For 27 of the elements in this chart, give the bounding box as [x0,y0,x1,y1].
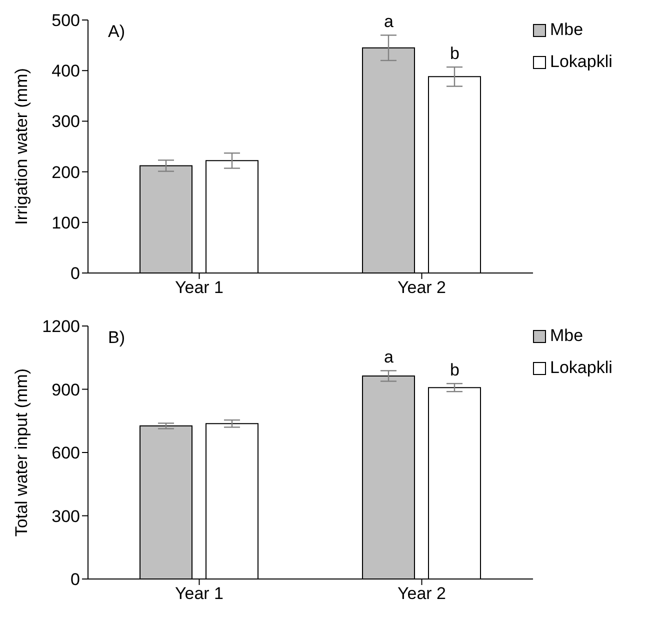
x-tick-label: Year 2 [397,584,446,604]
x-tick-label: Year 1 [174,584,224,604]
y-tick-label: 300 [52,112,80,132]
y-axis-title: Total water input (mm) [12,368,32,537]
y-tick-label: 600 [52,444,80,463]
legend-label: Mbe [550,20,584,40]
legend-label: Lokapkli [550,358,612,378]
annotation: a [384,348,394,367]
x-tick-label: Year 1 [174,278,224,298]
annotation: b [450,360,460,380]
y-tick-label: 200 [52,162,80,182]
y-tick-label: 400 [52,62,80,81]
y-tick-label: 900 [52,380,80,400]
y-tick-label: 300 [52,506,80,526]
y-axis-title: Irrigation water (mm) [12,68,32,225]
annotation: b [450,44,460,64]
legend-label: Mbe [550,326,584,346]
y-tick-label: 0 [70,570,80,590]
chart-title: B) [108,328,125,348]
y-tick-label: 1200 [42,317,80,336]
annotation: a [384,12,394,32]
x-tick-label: Year 2 [397,278,446,298]
chart-title: A) [108,22,125,42]
y-tick-label: 100 [52,213,80,232]
y-tick-label: 0 [70,264,80,284]
legend-label: Lokapkli [550,52,612,72]
y-tick-label: 500 [52,11,80,30]
